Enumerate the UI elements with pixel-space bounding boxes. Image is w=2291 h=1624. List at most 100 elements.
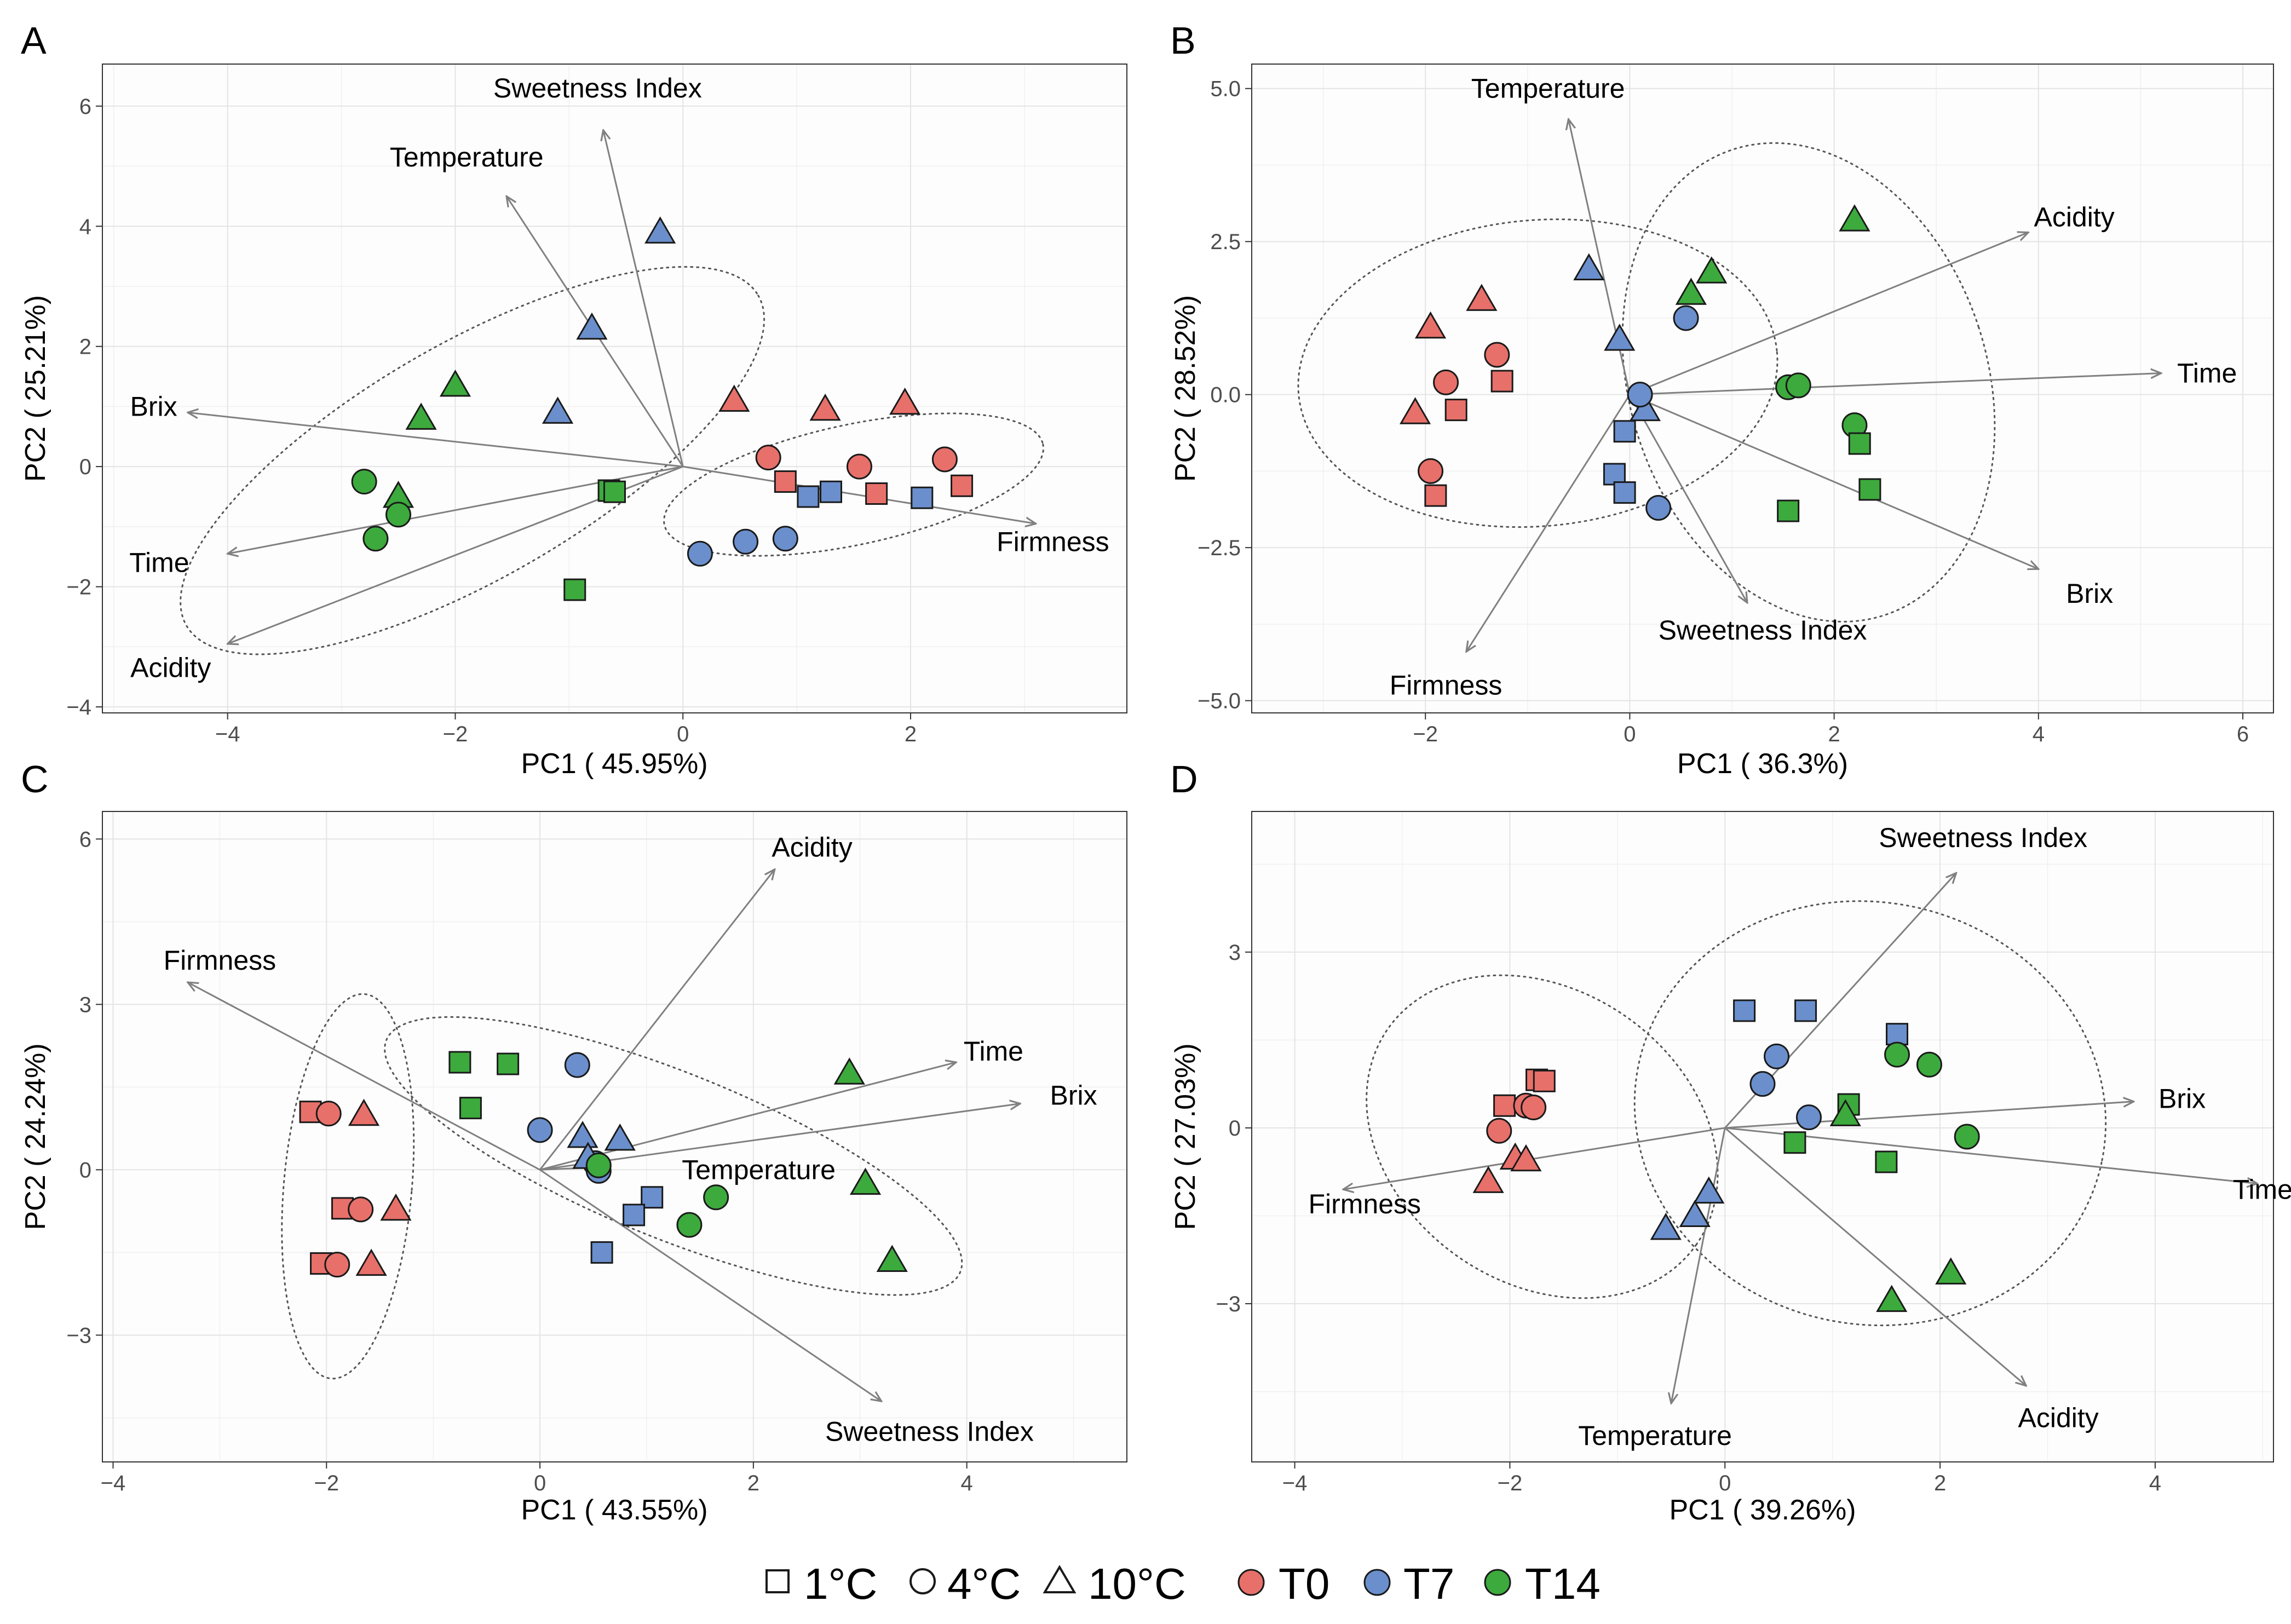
x-tick-label: 4 bbox=[2149, 1471, 2161, 1495]
panel-letter-d: D bbox=[1170, 758, 1198, 801]
y-tick-label: 0 bbox=[1229, 1116, 1241, 1141]
loading-label: Brix bbox=[2066, 578, 2113, 609]
loading-label: Firmness bbox=[1390, 670, 1503, 701]
data-point-t7-circle bbox=[1795, 1104, 1822, 1131]
loading-label: Brix bbox=[1050, 1080, 1097, 1110]
data-point-t0-circle bbox=[1433, 369, 1459, 395]
data-point-t0-triangle bbox=[1399, 397, 1431, 424]
data-point-t0-square bbox=[1493, 1094, 1516, 1117]
data-point-t0-circle bbox=[846, 453, 872, 480]
legend-circle-symbol bbox=[910, 1568, 936, 1594]
y-tick-label: 0 bbox=[79, 1158, 91, 1182]
loading-label: Temperature bbox=[1578, 1420, 1732, 1451]
data-point-t14-square bbox=[1858, 478, 1881, 501]
data-point-t7-triangle bbox=[542, 396, 574, 424]
legend-label-4c: 4°C bbox=[947, 1559, 1021, 1608]
data-point-t14-triangle bbox=[1675, 278, 1707, 305]
x-tick-label: 2 bbox=[1828, 722, 1840, 746]
data-point-t7-square bbox=[623, 1203, 646, 1226]
y-tick-label: 2.5 bbox=[1210, 230, 1241, 254]
x-tick-label: −4 bbox=[1282, 1471, 1308, 1495]
x-tick-label: 0 bbox=[1719, 1471, 1731, 1495]
x-tick-label: −2 bbox=[443, 722, 468, 746]
y-axis-title: PC2 ( 24.24%) bbox=[20, 1043, 51, 1230]
data-point-t14-triangle bbox=[833, 1057, 865, 1085]
confidence-ellipse bbox=[1633, 900, 2107, 1327]
data-point-t14-triangle bbox=[1829, 1099, 1861, 1126]
data-point-t14-circle bbox=[1884, 1041, 1910, 1068]
data-point-t14-circle bbox=[585, 1152, 612, 1178]
y-axis-title: PC2 ( 28.52%) bbox=[1170, 295, 1201, 482]
x-tick-label: −2 bbox=[314, 1471, 339, 1495]
data-point-t14-triangle bbox=[876, 1245, 908, 1272]
data-point-t14-square bbox=[1848, 432, 1871, 455]
x-tick-label: 0 bbox=[534, 1471, 546, 1495]
data-point-t0-triangle bbox=[809, 393, 841, 421]
loading-arrow bbox=[1725, 1127, 2257, 1184]
data-point-t7-square bbox=[911, 486, 934, 509]
loading-arrow bbox=[539, 1169, 882, 1401]
data-point-t0-square bbox=[1444, 399, 1467, 422]
plot-frame bbox=[1251, 64, 2274, 713]
panel-b-plot: −2 0 2 4 6 −5.0 −2.5 0.0 2.5 5.0 Temperature Acidit… bbox=[1170, 64, 2274, 780]
legend-t14-dot bbox=[1484, 1569, 1511, 1596]
x-tick-label: 2 bbox=[1934, 1471, 1946, 1495]
data-point-t0-triangle bbox=[380, 1193, 412, 1221]
loading-label: Temperature bbox=[390, 142, 544, 172]
data-point-t7-square bbox=[1613, 481, 1636, 504]
loading-label: Time bbox=[2233, 1174, 2291, 1205]
data-point-t7-triangle bbox=[576, 312, 608, 340]
data-point-t14-circle bbox=[1954, 1124, 1980, 1150]
x-axis-title: PC1 ( 36.3%) bbox=[1677, 748, 1848, 780]
data-point-t0-triangle bbox=[1414, 311, 1447, 339]
loading-label: Acidity bbox=[2018, 1403, 2099, 1433]
data-point-t0-circle bbox=[1418, 458, 1444, 484]
data-point-t14-square bbox=[563, 578, 586, 601]
y-tick-label: 0.0 bbox=[1210, 383, 1241, 407]
x-tick-label: 6 bbox=[2237, 722, 2249, 746]
plot-area bbox=[102, 64, 1127, 713]
data-point-t0-circle bbox=[1484, 342, 1510, 368]
data-point-t7-triangle bbox=[1693, 1176, 1725, 1204]
x-tick-label: 4 bbox=[961, 1471, 973, 1495]
x-tick-label: 0 bbox=[1624, 722, 1636, 746]
loading-arrow bbox=[1629, 394, 2038, 569]
data-point-t14-square bbox=[497, 1052, 520, 1075]
loading-label: Time bbox=[964, 1036, 1023, 1067]
data-point-t14-circle bbox=[703, 1184, 729, 1211]
loading-label: Time bbox=[2177, 358, 2237, 389]
panel-c: C −4 −2 0 2 4 −3 0 3 6 Acidity Firmness Time Brix Tem… bbox=[20, 758, 1127, 1526]
legend-triangle-symbol bbox=[1043, 1565, 1077, 1593]
plot-frame bbox=[1251, 811, 2274, 1462]
loading-label: Sweetness Index bbox=[825, 1416, 1034, 1447]
loading-label: Acidity bbox=[130, 653, 211, 683]
data-point-t0-square bbox=[1424, 484, 1447, 507]
loading-label: Brix bbox=[130, 391, 177, 422]
y-tick-label: 2 bbox=[79, 335, 91, 359]
data-point-t14-circle bbox=[362, 526, 389, 552]
confidence-ellipse bbox=[384, 1016, 963, 1296]
data-point-t14-circle bbox=[1785, 372, 1811, 399]
loading-label: Firmness bbox=[1308, 1189, 1421, 1219]
data-point-t14-square bbox=[1777, 499, 1800, 522]
loading-label: Sweetness Index bbox=[493, 73, 702, 103]
data-point-t14-triangle bbox=[439, 370, 471, 397]
x-tick-label: 2 bbox=[905, 722, 917, 746]
y-tick-label: 6 bbox=[79, 95, 91, 119]
legend-label-t0: T0 bbox=[1279, 1559, 1329, 1608]
confidence-ellipse bbox=[1621, 142, 1996, 623]
data-point-t7-square bbox=[590, 1241, 613, 1264]
data-point-t0-square bbox=[865, 482, 888, 505]
confidence-ellipse bbox=[1297, 218, 1778, 528]
x-tick-label: −2 bbox=[1498, 1471, 1523, 1495]
legend-square-symbol bbox=[765, 1569, 790, 1593]
data-point-t7-triangle bbox=[1604, 324, 1636, 351]
data-point-t14-square bbox=[603, 480, 626, 503]
x-axis-title: PC1 ( 39.26%) bbox=[1669, 1494, 1856, 1526]
data-point-t7-circle bbox=[1645, 494, 1672, 521]
data-point-t0-circle bbox=[1521, 1094, 1547, 1120]
legend-label-10c: 10°C bbox=[1088, 1559, 1186, 1608]
data-point-t14-circle bbox=[1916, 1051, 1942, 1078]
loading-label: Time bbox=[129, 548, 189, 578]
data-point-t0-triangle bbox=[1466, 284, 1498, 311]
